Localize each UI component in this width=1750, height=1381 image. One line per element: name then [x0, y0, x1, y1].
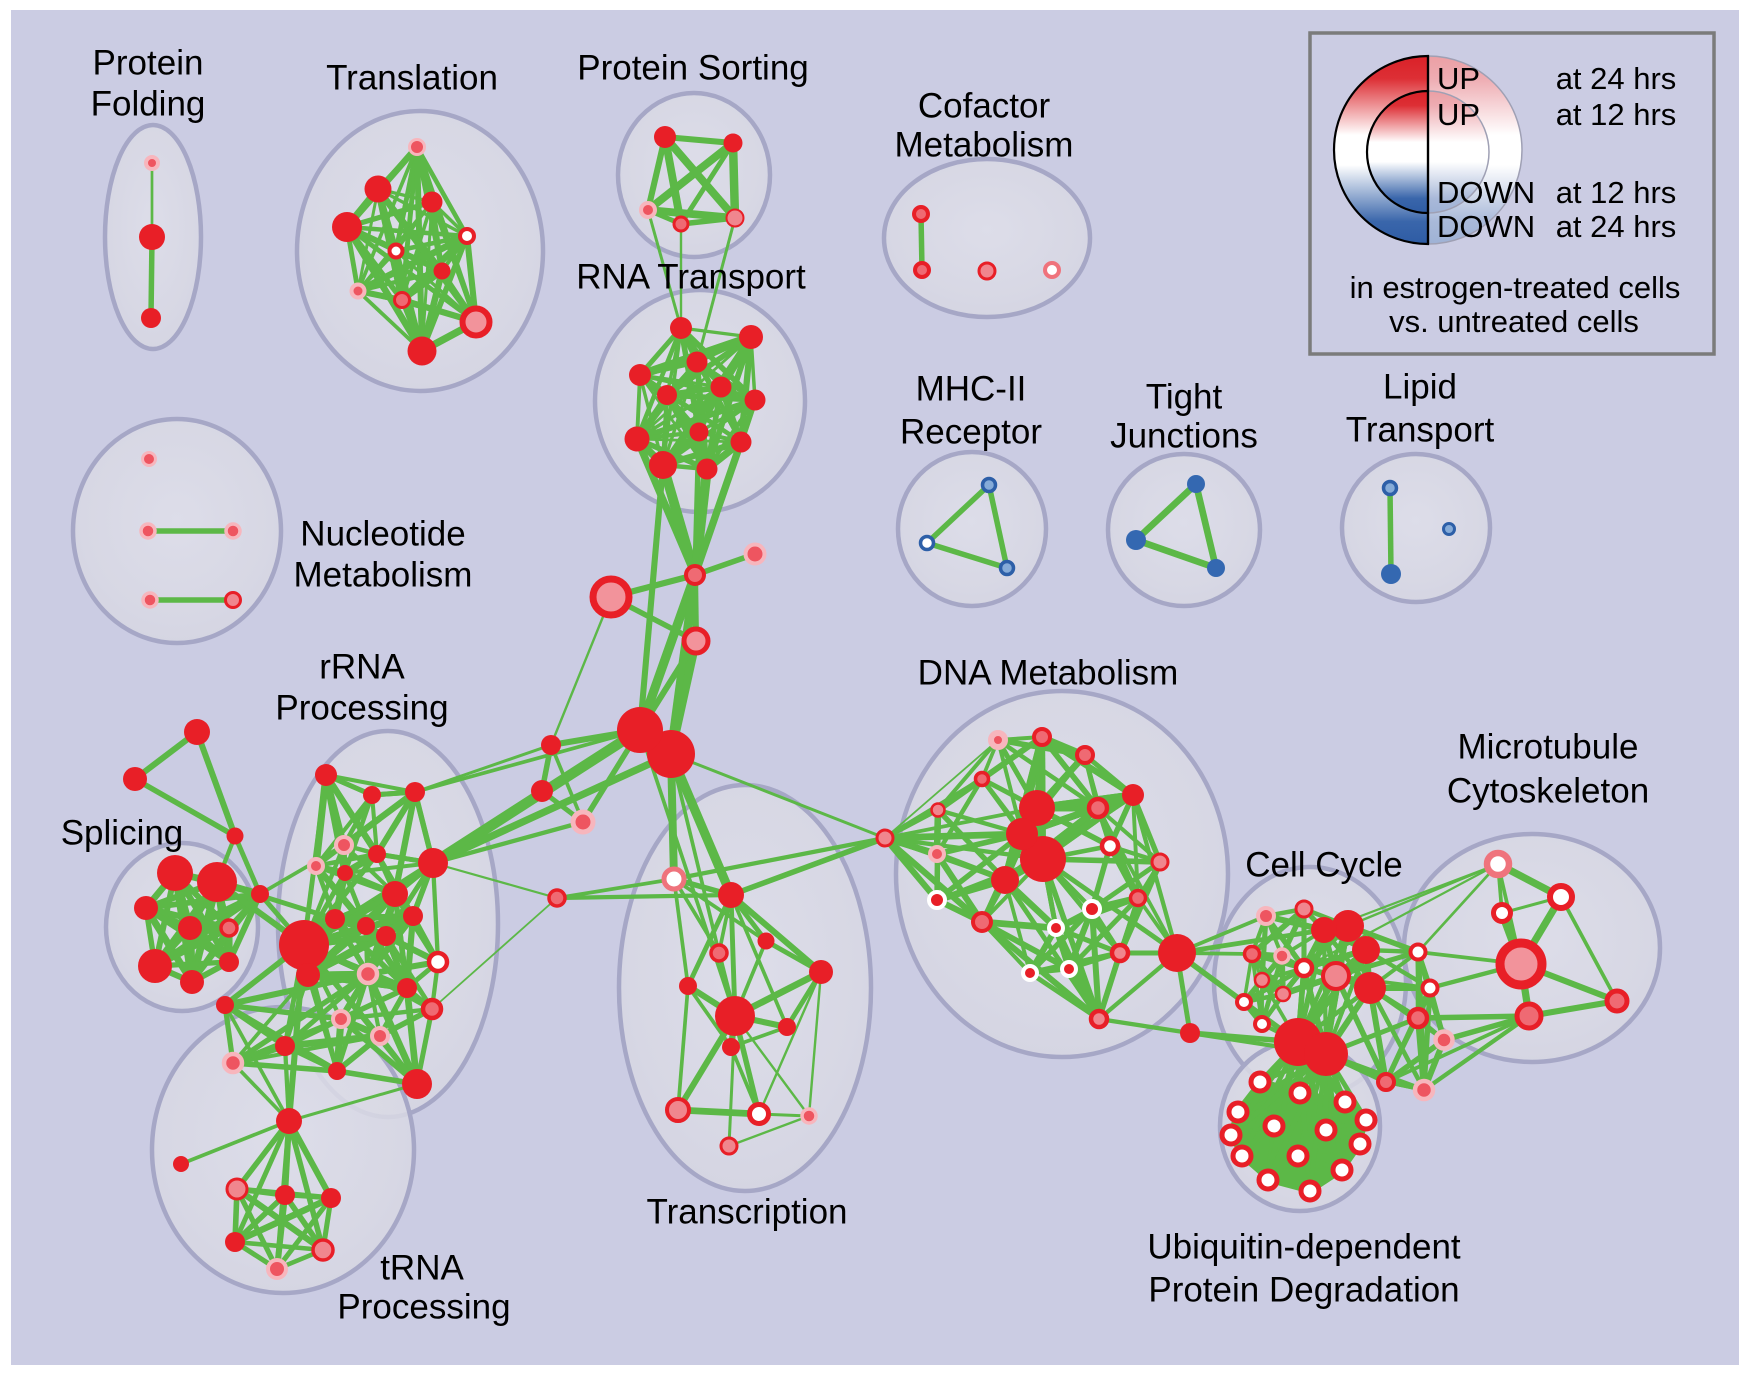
- svg-text:at 12 hrs: at 12 hrs: [1556, 97, 1677, 132]
- svg-text:Lipid: Lipid: [1383, 367, 1457, 406]
- svg-text:Nucleotide: Nucleotide: [300, 514, 465, 553]
- svg-text:UP: UP: [1437, 97, 1480, 132]
- svg-text:in estrogen-treated cells: in estrogen-treated cells: [1350, 270, 1681, 305]
- svg-text:Ubiquitin-dependent: Ubiquitin-dependent: [1147, 1227, 1461, 1266]
- svg-text:Cofactor: Cofactor: [918, 86, 1051, 125]
- svg-text:DOWN: DOWN: [1437, 209, 1535, 244]
- svg-text:Tight: Tight: [1146, 377, 1223, 416]
- svg-text:at 24 hrs: at 24 hrs: [1556, 209, 1677, 244]
- svg-text:at 12 hrs: at 12 hrs: [1556, 175, 1677, 210]
- svg-text:Processing: Processing: [275, 688, 448, 727]
- svg-text:DOWN: DOWN: [1437, 175, 1535, 210]
- svg-text:Protein Degradation: Protein Degradation: [1148, 1270, 1459, 1309]
- svg-text:Protein Sorting: Protein Sorting: [577, 48, 809, 87]
- svg-text:at 24 hrs: at 24 hrs: [1556, 61, 1677, 96]
- svg-text:Cytoskeleton: Cytoskeleton: [1447, 771, 1649, 810]
- svg-text:Microtubule: Microtubule: [1458, 727, 1639, 766]
- svg-text:rRNA: rRNA: [319, 647, 405, 686]
- svg-text:Metabolism: Metabolism: [294, 555, 473, 594]
- svg-text:Receptor: Receptor: [900, 412, 1042, 451]
- svg-text:vs. untreated cells: vs. untreated cells: [1389, 304, 1639, 339]
- svg-text:Cell Cycle: Cell Cycle: [1245, 845, 1403, 884]
- svg-text:MHC-II: MHC-II: [916, 369, 1027, 408]
- svg-text:Translation: Translation: [326, 58, 498, 97]
- svg-text:Metabolism: Metabolism: [895, 125, 1074, 164]
- svg-text:Transport: Transport: [1346, 410, 1495, 449]
- svg-text:Folding: Folding: [91, 84, 206, 123]
- svg-text:tRNA: tRNA: [380, 1248, 464, 1287]
- svg-text:Protein: Protein: [93, 43, 204, 82]
- svg-text:UP: UP: [1437, 61, 1480, 96]
- svg-text:Transcription: Transcription: [647, 1192, 848, 1231]
- svg-text:Processing: Processing: [337, 1287, 510, 1326]
- svg-text:RNA Transport: RNA Transport: [576, 257, 806, 296]
- svg-text:Junctions: Junctions: [1110, 416, 1258, 455]
- svg-text:DNA Metabolism: DNA Metabolism: [918, 653, 1179, 692]
- svg-text:Splicing: Splicing: [61, 813, 184, 852]
